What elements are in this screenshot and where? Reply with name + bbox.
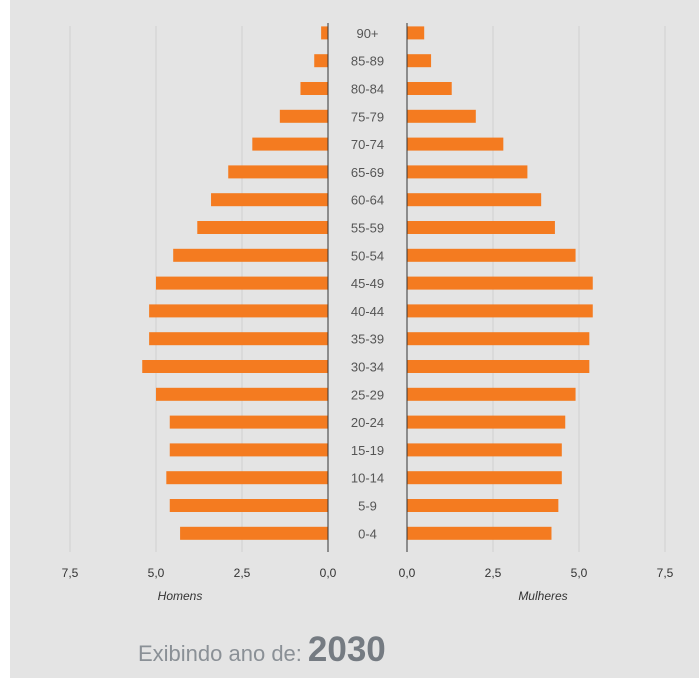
bar-homens-25-29 [156, 387, 328, 401]
bar-homens-10-14 [166, 471, 328, 485]
tick-label-left-3: 0,0 [320, 566, 337, 580]
tick-label-left-0: 7,5 [62, 566, 79, 580]
bar-mulheres-65-69 [407, 165, 528, 179]
tick-label-left-2: 2,5 [234, 566, 251, 580]
bar-mulheres-0-4 [407, 526, 552, 540]
bar-mulheres-85-89 [407, 54, 432, 68]
bar-mulheres-25-29 [407, 387, 576, 401]
age-label-85-89: 85-89 [351, 54, 384, 69]
bar-mulheres-55-59 [407, 221, 555, 234]
year-display-value: 2030 [307, 630, 386, 669]
age-label-60-64: 60-64 [351, 193, 384, 208]
bar-homens-5-9 [169, 499, 328, 512]
bar-homens-85-89 [314, 54, 328, 68]
age-label-35-39: 35-39 [351, 332, 384, 347]
age-label-80-84: 80-84 [351, 82, 384, 97]
axis-title-homens: Homens [158, 589, 203, 603]
bar-mulheres-20-24 [407, 415, 566, 429]
bar-mulheres-50-54 [407, 248, 576, 262]
age-label-0-4: 0-4 [358, 526, 377, 541]
bar-homens-90+ [321, 26, 328, 40]
bar-mulheres-30-34 [407, 360, 590, 373]
axis-title-mulheres: Mulheres [518, 589, 567, 603]
bar-homens-65-69 [228, 165, 328, 179]
year-display: Exibindo ano de: 2030 [138, 630, 386, 670]
age-label-45-49: 45-49 [351, 276, 384, 291]
age-label-40-44: 40-44 [351, 304, 384, 319]
bar-homens-35-39 [149, 332, 328, 346]
bar-homens-50-54 [173, 248, 328, 262]
year-display-label: Exibindo ano de: [138, 641, 302, 666]
age-label-20-24: 20-24 [351, 415, 384, 430]
bar-mulheres-5-9 [407, 499, 559, 512]
bar-homens-0-4 [180, 526, 328, 540]
bar-homens-15-19 [169, 443, 328, 457]
bar-mulheres-60-64 [407, 193, 542, 207]
bar-mulheres-90+ [407, 26, 425, 40]
bar-homens-55-59 [197, 221, 328, 234]
bar-mulheres-80-84 [407, 82, 452, 95]
bar-homens-45-49 [156, 276, 328, 290]
bar-homens-70-74 [252, 137, 328, 151]
tick-label-right-3: 7,5 [657, 566, 674, 580]
bar-mulheres-40-44 [407, 304, 593, 318]
age-label-50-54: 50-54 [351, 248, 384, 263]
age-label-5-9: 5-9 [358, 499, 377, 514]
bar-homens-60-64 [211, 193, 328, 207]
bar-homens-40-44 [149, 304, 328, 318]
age-label-65-69: 65-69 [351, 165, 384, 180]
bar-mulheres-45-49 [407, 276, 593, 290]
age-label-30-34: 30-34 [351, 360, 384, 375]
bar-homens-75-79 [279, 109, 328, 123]
age-label-10-14: 10-14 [351, 471, 384, 486]
tick-label-right-1: 2,5 [485, 566, 502, 580]
age-label-70-74: 70-74 [351, 137, 384, 152]
tick-label-right-2: 5,0 [571, 566, 588, 580]
population-pyramid-chart: 90+ 85-89 80-84 75-79 70-74 65-69 60-64 55-59 50… [62, 23, 674, 603]
age-label-90+: 90+ [356, 26, 378, 41]
tick-label-left-1: 5,0 [148, 566, 165, 580]
age-label-15-19: 15-19 [351, 443, 384, 458]
bar-mulheres-10-14 [407, 471, 562, 485]
bar-homens-80-84 [300, 82, 328, 95]
tick-label-right-0: 0,0 [399, 566, 416, 580]
bar-mulheres-15-19 [407, 443, 562, 457]
age-label-25-29: 25-29 [351, 387, 384, 402]
bar-mulheres-35-39 [407, 332, 590, 346]
age-label-55-59: 55-59 [351, 221, 384, 236]
bar-mulheres-70-74 [407, 137, 504, 151]
age-label-75-79: 75-79 [351, 109, 384, 124]
bar-homens-30-34 [142, 360, 328, 373]
chart-panel: 90+ 85-89 80-84 75-79 70-74 65-69 60-64 55-59 50… [10, 0, 699, 678]
bar-mulheres-75-79 [407, 109, 476, 123]
bar-homens-20-24 [169, 415, 328, 429]
